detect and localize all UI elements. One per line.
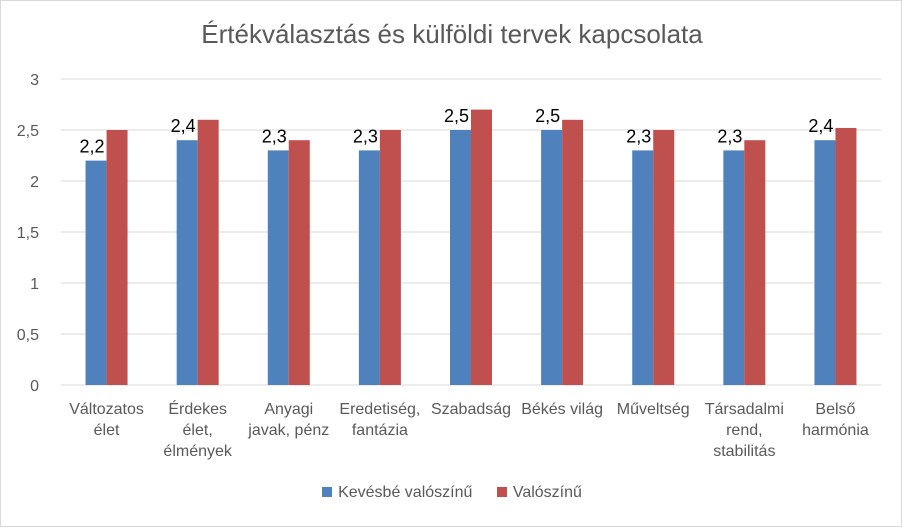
y-tick-label: 1	[30, 276, 39, 293]
bar-2-7	[653, 130, 675, 385]
bar-2-4	[379, 130, 401, 385]
data-label: 2,4	[808, 116, 833, 136]
legend: Kevésbé valószínű Valószínű	[1, 484, 902, 502]
x-category-label: Békés világ	[521, 401, 603, 418]
data-label: 2,3	[626, 126, 651, 146]
bar-2-1	[106, 130, 128, 385]
chart-title: Értékválasztás és külföldi tervek kapcso…	[201, 19, 703, 49]
bar-2-5	[471, 109, 492, 385]
bar-1-2	[176, 140, 198, 385]
legend-item-series-1: Kevésbé valószínű	[322, 484, 472, 502]
bar-1-1	[85, 160, 107, 385]
y-tick-label: 2,5	[17, 123, 39, 140]
bar-2-9	[835, 127, 857, 386]
bar-2-2	[197, 119, 219, 386]
x-category-label: Eredetiség, fantázia	[339, 401, 420, 439]
bar-2-3	[288, 140, 310, 385]
bar-1-5	[450, 130, 471, 385]
bar-2-6	[562, 119, 584, 386]
y-tick-label: 2	[30, 174, 39, 191]
y-tick-label: 0,5	[17, 327, 39, 344]
bar-1-7	[632, 150, 654, 385]
data-label: 2,2	[80, 137, 105, 157]
x-category-label: Változatos élet	[69, 401, 144, 439]
bar-1-4	[358, 150, 380, 385]
legend-swatch-series-1	[322, 487, 333, 497]
x-category-label: Érdekes élet, élmények	[163, 399, 232, 460]
x-category-label: Anyagi javak, pénz	[247, 401, 329, 439]
bar-1-9	[814, 140, 836, 385]
x-category-label: Szabadság	[431, 401, 511, 418]
y-tick-label: 3	[30, 72, 39, 89]
data-label: 2,3	[262, 126, 287, 146]
legend-swatch-series-2	[496, 487, 507, 497]
y-tick-label: 1,5	[17, 225, 39, 242]
legend-label-series-2: Valószínű	[512, 484, 582, 501]
bar-1-8	[723, 150, 745, 385]
bar-2-8	[744, 140, 766, 385]
y-tick-label: 0	[30, 378, 39, 395]
bar-1-6	[541, 130, 563, 385]
data-label: 2,3	[717, 126, 742, 146]
data-label: 2,5	[535, 106, 560, 126]
x-category-label: Társadalmi rend, stabilitás	[705, 401, 784, 460]
legend-label-series-1: Kevésbé valószínű	[338, 484, 473, 501]
data-label: 2,4	[171, 116, 196, 136]
bar-1-3	[267, 150, 289, 385]
x-category-label: Belső harmónia	[802, 401, 869, 439]
data-label: 2,5	[444, 106, 469, 126]
legend-item-series-2: Valószínű	[496, 484, 582, 502]
x-category-label: Műveltség	[617, 401, 690, 418]
data-label: 2,3	[353, 126, 378, 146]
